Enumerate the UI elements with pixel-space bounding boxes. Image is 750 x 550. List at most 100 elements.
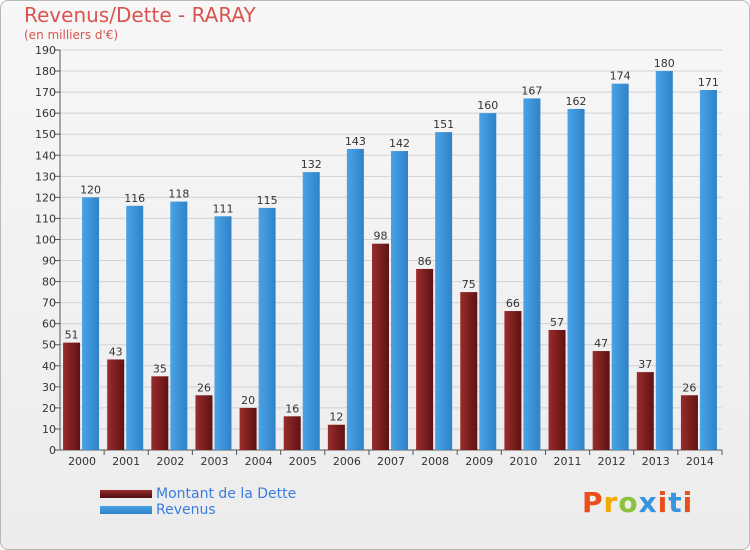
data-label: 111 [212, 202, 233, 215]
legend: Montant de la Dette Revenus [100, 486, 296, 518]
bar-revenus [391, 151, 408, 451]
chart-subtitle: (en milliers d'€) [24, 28, 119, 42]
logo-letter: P [582, 486, 604, 519]
data-label: 47 [594, 337, 608, 350]
bar-revenus [479, 113, 497, 450]
y-tick-label: 90 [42, 255, 56, 268]
bar-dette [107, 359, 125, 450]
data-label: 167 [521, 84, 542, 97]
logo-letter: x [638, 486, 658, 519]
data-label: 57 [550, 316, 564, 329]
x-tick-label: 2004 [245, 455, 273, 468]
chart-title: Revenus/Dette - RARAY [24, 3, 256, 27]
logo-letter: i [682, 486, 694, 519]
x-tick-label: 2011 [554, 455, 582, 468]
x-tick-label: 2013 [642, 455, 670, 468]
x-tick-label: 2006 [333, 455, 361, 468]
y-tick-label: 150 [35, 128, 56, 141]
x-tick-label: 2002 [156, 455, 184, 468]
bar-revenus [435, 132, 453, 450]
y-tick-label: 80 [42, 276, 56, 289]
bar-dette [680, 395, 698, 450]
y-tick-label: 140 [35, 149, 56, 162]
data-label: 116 [124, 192, 145, 205]
x-tick-label: 2012 [598, 455, 626, 468]
legend-item-revenus: Revenus [100, 502, 296, 518]
data-label: 86 [418, 255, 432, 268]
data-label: 75 [462, 278, 476, 291]
x-tick-label: 2008 [421, 455, 449, 468]
y-tick-label: 60 [42, 318, 56, 331]
y-tick-label: 120 [35, 191, 56, 204]
legend-item-dette: Montant de la Dette [100, 486, 296, 502]
data-label: 26 [682, 381, 696, 394]
data-label: 180 [654, 57, 675, 70]
data-label: 66 [506, 297, 520, 310]
bar-dette [327, 424, 345, 450]
legend-label-dette: Montant de la Dette [156, 486, 297, 502]
data-label: 160 [477, 99, 498, 112]
x-tick-label: 2003 [200, 455, 228, 468]
data-label: 26 [197, 381, 211, 394]
bar-revenus [567, 108, 585, 451]
bar-dette [416, 268, 434, 450]
bar-dette [636, 372, 654, 450]
data-label: 98 [374, 230, 388, 243]
y-tick-label: 110 [35, 212, 56, 225]
bar-dette [239, 407, 257, 450]
bar-dette [151, 376, 169, 450]
bar-dette [283, 416, 301, 450]
logo-letter: t [668, 486, 683, 519]
legend-swatch-dette [100, 490, 152, 498]
data-label: 12 [329, 411, 343, 424]
x-tick-label: 2000 [68, 455, 96, 468]
x-tick-label: 2007 [377, 455, 405, 468]
x-tick-label: 2005 [289, 455, 317, 468]
bar-revenus [523, 98, 541, 450]
bar-revenus [346, 148, 364, 450]
bar-dette [63, 342, 81, 450]
data-label: 174 [610, 70, 631, 83]
bar-dette [548, 330, 566, 450]
bar-dette [504, 311, 522, 450]
logo-letter: i [657, 486, 669, 519]
bar-dette [195, 395, 213, 450]
legend-swatch-revenus [100, 506, 152, 514]
data-label: 162 [566, 95, 587, 108]
x-tick-label: 2001 [112, 455, 140, 468]
bar-revenus [82, 197, 100, 450]
bar-dette [592, 351, 610, 450]
data-label: 37 [638, 358, 652, 371]
bar-dette [372, 243, 389, 450]
y-tick-label: 50 [42, 339, 56, 352]
proxiti-logo: Proxiti [582, 486, 693, 519]
bar-revenus [655, 71, 673, 450]
data-label: 16 [285, 402, 299, 415]
y-tick-label: 20 [42, 402, 56, 415]
data-label: 35 [153, 362, 167, 375]
y-tick-label: 130 [35, 170, 56, 183]
y-tick-label: 40 [42, 360, 56, 373]
bar-revenus [126, 205, 144, 450]
y-tick-label: 10 [42, 423, 56, 436]
data-label: 115 [257, 194, 278, 207]
bar-revenus [699, 90, 717, 450]
y-tick-label: 180 [35, 65, 56, 78]
bar-revenus [170, 201, 188, 450]
y-tick-label: 30 [42, 381, 56, 394]
y-tick-label: 160 [35, 107, 56, 120]
data-label: 151 [433, 118, 454, 131]
data-label: 143 [345, 135, 366, 148]
data-label: 120 [80, 183, 101, 196]
bar-revenus [302, 172, 320, 450]
y-tick-label: 70 [42, 297, 56, 310]
y-tick-label: 0 [49, 444, 56, 457]
data-label: 142 [389, 137, 410, 150]
logo-letter: o [618, 486, 639, 519]
y-tick-label: 190 [35, 44, 56, 57]
bar-revenus [214, 216, 232, 450]
data-label: 43 [109, 345, 123, 358]
y-tick-label: 170 [35, 86, 56, 99]
bar-revenus [611, 83, 629, 451]
